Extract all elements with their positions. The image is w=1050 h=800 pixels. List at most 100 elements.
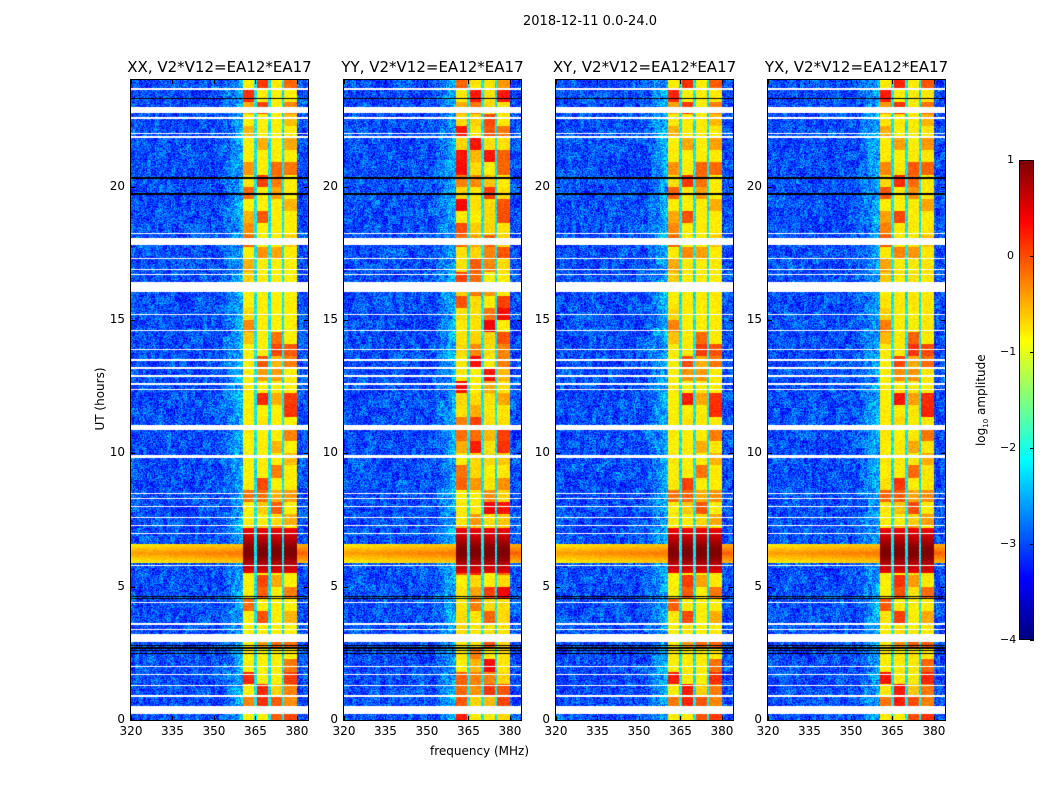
- x-tick: [131, 80, 132, 84]
- y-tick-label: 20: [746, 178, 762, 193]
- x-tick-label: 380: [922, 724, 946, 738]
- colorbar-tick-label: −3: [1000, 537, 1017, 550]
- y-tick-label: 5: [117, 578, 125, 593]
- panel-frame: [555, 79, 734, 721]
- x-tick: [721, 80, 723, 84]
- y-tick-label: 20: [109, 178, 125, 193]
- y-tick: [556, 186, 560, 188]
- y-axis-label: UT (hours): [93, 367, 107, 431]
- y-tick: [344, 320, 348, 321]
- x-tick: [556, 80, 557, 84]
- x-tick-label: 320: [544, 724, 568, 738]
- y-tick: [768, 720, 772, 721]
- y-tick: [131, 320, 135, 321]
- x-tick: [426, 80, 428, 84]
- x-tick: [638, 716, 640, 720]
- x-tick: [597, 716, 599, 720]
- y-tick: [768, 586, 772, 588]
- y-tick: [556, 320, 560, 321]
- x-tick: [296, 80, 298, 84]
- x-tick: [809, 80, 811, 84]
- x-tick-label: 350: [839, 724, 863, 738]
- colorbar-tick: [1030, 160, 1034, 161]
- x-tick: [172, 716, 174, 720]
- panel-frame: [767, 79, 946, 721]
- x-tick: [892, 716, 894, 720]
- y-tick-label: 15: [534, 312, 550, 326]
- panel-title: YX, V2*V12=EA12*EA17: [764, 58, 949, 76]
- y-tick-label: 15: [109, 312, 125, 326]
- colorbar-tick-label: 1: [1007, 153, 1014, 166]
- x-tick: [721, 716, 723, 720]
- x-tick: [597, 80, 599, 84]
- panel-title: XY, V2*V12=EA12*EA17: [552, 58, 737, 76]
- y-tick: [556, 720, 560, 721]
- x-tick-label: 380: [285, 724, 309, 738]
- y-tick: [344, 186, 348, 188]
- y-tick: [768, 186, 772, 188]
- x-tick-label: 365: [244, 724, 267, 738]
- y-tick: [304, 186, 308, 188]
- panel-title: XX, V2*V12=EA12*EA17: [127, 58, 312, 76]
- y-tick-label: 20: [322, 178, 338, 193]
- x-tick: [509, 80, 511, 84]
- x-tick-label: 335: [374, 724, 397, 738]
- y-tick: [517, 320, 521, 321]
- colorbar-tick-label: −2: [1000, 441, 1017, 454]
- y-tick: [941, 453, 945, 455]
- y-tick-label: 10: [534, 445, 550, 460]
- x-tick: [809, 716, 811, 720]
- x-tick-label: 320: [756, 724, 780, 738]
- colorbar: [1019, 160, 1034, 640]
- x-tick: [468, 80, 470, 84]
- x-tick-label: 380: [710, 724, 734, 738]
- x-tick-label: 320: [119, 724, 143, 738]
- y-tick: [344, 586, 348, 588]
- colorbar-tick: [1030, 352, 1034, 353]
- x-tick-label: 365: [881, 724, 904, 738]
- y-tick-label: 20: [534, 178, 550, 193]
- y-tick-label: 0: [330, 712, 338, 726]
- y-tick: [941, 186, 945, 188]
- y-tick: [941, 320, 945, 321]
- y-tick-label: 10: [109, 445, 125, 460]
- spectrogram-image: [131, 80, 308, 720]
- x-tick-label: 335: [161, 724, 184, 738]
- x-tick: [680, 716, 682, 720]
- y-tick-label: 15: [322, 312, 338, 326]
- y-tick: [131, 720, 135, 721]
- x-tick: [385, 716, 387, 720]
- y-tick: [304, 320, 308, 321]
- y-tick: [344, 720, 348, 721]
- y-tick: [344, 453, 348, 455]
- y-tick-label: 0: [117, 712, 125, 726]
- x-tick: [933, 80, 935, 84]
- x-tick: [255, 716, 257, 720]
- x-tick: [892, 80, 894, 84]
- y-tick: [304, 720, 308, 721]
- y-tick-label: 10: [746, 445, 762, 460]
- colorbar-tick: [1030, 448, 1034, 449]
- y-tick-label: 0: [542, 712, 550, 726]
- x-tick: [850, 716, 852, 720]
- y-tick: [517, 453, 521, 455]
- y-tick: [729, 720, 733, 721]
- x-tick: [344, 80, 345, 84]
- x-tick: [131, 716, 132, 720]
- x-tick: [385, 80, 387, 84]
- y-tick: [768, 320, 772, 321]
- y-tick: [729, 453, 733, 455]
- panel-frame: [343, 79, 522, 721]
- y-tick-label: 5: [330, 578, 338, 593]
- x-tick: [509, 716, 511, 720]
- x-tick-label: 350: [202, 724, 226, 738]
- colorbar-tick-label: −1: [1000, 345, 1017, 358]
- spectrogram-image: [344, 80, 521, 720]
- y-tick: [304, 586, 308, 588]
- x-tick-label: 365: [457, 724, 480, 738]
- x-tick: [638, 80, 640, 84]
- x-tick: [680, 80, 682, 84]
- x-tick-label: 350: [415, 724, 439, 738]
- colorbar-tick-label: −4: [1000, 633, 1017, 646]
- y-tick-label: 5: [754, 578, 762, 593]
